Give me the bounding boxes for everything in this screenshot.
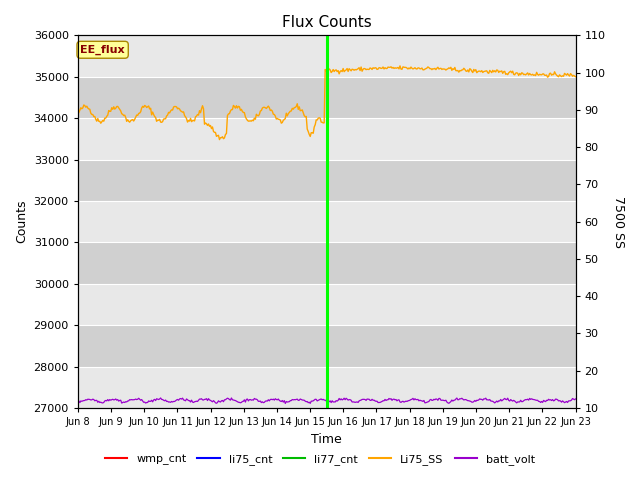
Y-axis label: Counts: Counts	[15, 200, 28, 243]
Bar	[78, 159, 575, 201]
Bar	[78, 77, 575, 118]
X-axis label: Time: Time	[311, 432, 342, 445]
Bar	[78, 284, 575, 325]
Title: Flux Counts: Flux Counts	[282, 15, 372, 30]
Y-axis label: 7500 SS: 7500 SS	[612, 196, 625, 248]
Bar	[78, 242, 575, 284]
Bar	[78, 36, 575, 77]
Bar	[78, 201, 575, 242]
Bar	[78, 325, 575, 367]
Legend: wmp_cnt, li75_cnt, li77_cnt, Li75_SS, batt_volt: wmp_cnt, li75_cnt, li77_cnt, Li75_SS, ba…	[100, 450, 540, 469]
Text: EE_flux: EE_flux	[81, 45, 125, 55]
Bar	[78, 367, 575, 408]
Bar	[78, 118, 575, 159]
